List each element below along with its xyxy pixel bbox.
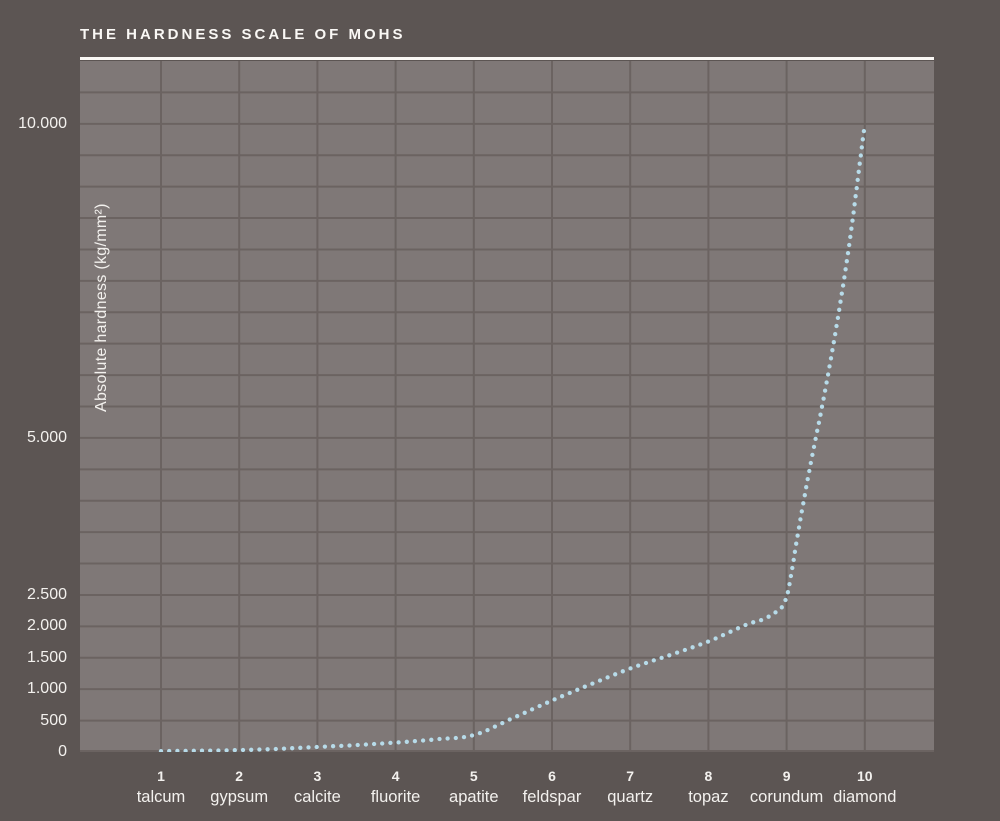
x-category-label: fluorite <box>370 788 421 806</box>
x-category-label: calcite <box>294 788 341 806</box>
x-category-label: quartz <box>607 788 654 806</box>
x-category-label: diamond <box>833 788 897 806</box>
y-tick-label: 2.500 <box>26 585 67 603</box>
x-category-label: apatite <box>449 788 499 806</box>
x-category-topaz: 8 topaz <box>663 766 753 808</box>
x-tick-number: 1 <box>157 768 165 784</box>
y-tick-label: 10.000 <box>18 114 67 132</box>
x-tick-number: 3 <box>313 768 322 784</box>
x-tick-number: 8 <box>704 768 713 784</box>
x-category-label: talcum <box>136 788 186 806</box>
x-category-calcite: 3 calcite <box>272 766 362 808</box>
x-category-label: corundum <box>749 788 824 806</box>
x-category-label: topaz <box>688 788 729 806</box>
x-tick-number: 6 <box>548 768 556 784</box>
y-tick-label: 0 <box>58 743 67 760</box>
x-tick-number: 7 <box>626 768 635 784</box>
x-category-corundum: 9 corundum <box>742 766 832 808</box>
x-tick-number: 5 <box>469 768 478 784</box>
y-tick-label: 2.000 <box>26 617 67 635</box>
plot-grid-and-curve <box>80 61 934 752</box>
x-category-diamond: 10 diamond <box>820 766 910 808</box>
chart-title: THE HARDNESS SCALE OF MOHS <box>80 26 406 43</box>
title-rule <box>80 57 934 60</box>
x-category-talcum: 1 talcum <box>116 766 206 808</box>
x-category-label: feldspar <box>522 788 582 806</box>
y-tick-label: 5.000 <box>26 428 67 446</box>
x-category-label: gypsum <box>210 788 269 806</box>
x-tick-number: 4 <box>391 768 400 784</box>
x-tick-number: 2 <box>235 768 244 784</box>
x-category-feldspar: 6 feldspar <box>507 766 597 808</box>
y-axis-title: Absolute hardness (kg/mm²) <box>93 203 110 412</box>
x-category-quartz: 7 quartz <box>585 766 675 808</box>
x-tick-number: 10 <box>857 768 873 784</box>
x-category-fluorite: 4 fluorite <box>351 766 441 808</box>
y-tick-label: 1.000 <box>26 680 67 698</box>
x-category-apatite: 5 apatite <box>429 766 519 808</box>
x-tick-number: 9 <box>782 768 791 784</box>
x-category-gypsum: 2 gypsum <box>194 766 284 808</box>
y-tick-label: 1.500 <box>26 648 67 666</box>
y-tick-label: 500 <box>40 711 67 729</box>
plot-area <box>80 61 934 752</box>
